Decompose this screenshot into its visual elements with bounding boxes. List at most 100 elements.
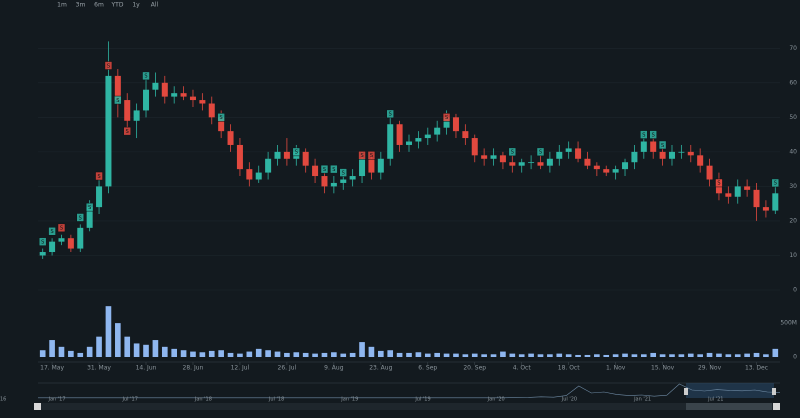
volume-bar [518,354,525,357]
candle-body [650,141,657,152]
volume-bar [753,352,760,357]
volume-bar [396,352,403,357]
volume-bar [237,353,243,357]
flag-label: S [144,74,147,80]
candle-body [255,172,262,180]
candle-body [753,189,760,208]
scroll-left[interactable] [34,403,41,410]
navigator-handle[interactable] [684,388,688,395]
volume-bar [575,354,581,357]
flag [95,171,103,181]
candle-body [396,124,403,145]
volume-bar [622,353,628,357]
navigator-label: Jul '20 [561,397,577,403]
volume-bar [246,351,253,357]
flag [640,130,648,139]
volume-bar [453,353,459,357]
volume-bar [58,346,65,357]
candle-body [509,162,516,166]
range-button[interactable]: 6m [94,2,104,9]
volume-bar [509,353,516,357]
x-tick-label: 1. Nov [606,365,626,372]
x-tick-label: 6. Sep [418,365,437,372]
volume-bar [669,354,675,357]
candle-body [49,241,56,253]
volume-bar [650,352,657,357]
candle-body [725,193,732,197]
volume-bar [340,353,347,357]
candle-body [302,151,309,166]
candle-body [772,193,779,211]
y-tick-label: 40 [789,148,797,155]
candle-body [161,82,168,97]
navigator-handle[interactable] [772,388,776,395]
candle-body [481,155,488,159]
candle-body [452,117,459,132]
candle-body [39,252,46,256]
candle-body [518,162,525,166]
flag-label: S [360,153,363,159]
x-tick-label: 18. Oct [558,365,580,372]
volume-bar [227,352,234,357]
candle-body [330,182,337,187]
candle-body [678,151,685,153]
flag [142,71,150,81]
volume-bar [302,352,309,357]
flag [386,109,394,119]
range-button[interactable]: 1m [57,2,67,9]
volume-bar [359,342,365,357]
candle-body [405,141,413,145]
range-button[interactable]: All [151,2,159,9]
candle-body [387,124,394,159]
candle-body [603,169,610,173]
candle-body [622,162,629,170]
scroll-right[interactable] [773,403,780,410]
candle-body [77,227,84,249]
flag-label: S [60,226,63,232]
range-button[interactable]: 3m [76,2,86,9]
candle-body [556,151,563,159]
flag [715,178,723,188]
volume-bar [500,351,506,357]
candle-body [528,162,535,164]
candle-body [199,100,206,104]
candle-body [133,110,140,121]
candle-body [114,75,121,101]
volume-bar [434,352,440,357]
flag-label: S [79,215,82,221]
volume-bar [68,350,74,357]
volume-bar [255,348,262,357]
candle-body [612,169,619,173]
scrollbar-thumb[interactable] [686,403,772,410]
flag [57,223,66,233]
range-button[interactable]: YTD [111,2,124,9]
flag [536,147,545,157]
candle-body [471,138,478,156]
navigator-label: Jan '21 [633,397,651,403]
y-tick-label: 70 [789,45,797,52]
volume-bar [687,353,694,357]
candle-body [434,127,441,135]
volume-bar [49,340,55,357]
flag-label: S [50,229,53,235]
flag [367,151,376,160]
flag-label: S [41,239,44,245]
range-button[interactable]: 1y [132,2,140,9]
volume-bar [415,352,422,357]
flag [771,178,780,188]
volume-bar [763,354,769,357]
flag-label: S [342,170,345,176]
x-tick-label: 15. Nov [651,365,675,372]
candle-body [227,131,234,145]
flag-label: S [652,132,655,138]
volume-bar [659,354,666,357]
volume-bar [556,353,563,357]
flag-label: S [323,167,326,173]
volume-bar [612,354,619,357]
flag [76,213,85,222]
candle-body [565,148,572,152]
flag [320,164,329,174]
candle-body [236,144,243,170]
volume-bar [528,353,534,357]
volume-bar [115,323,121,357]
